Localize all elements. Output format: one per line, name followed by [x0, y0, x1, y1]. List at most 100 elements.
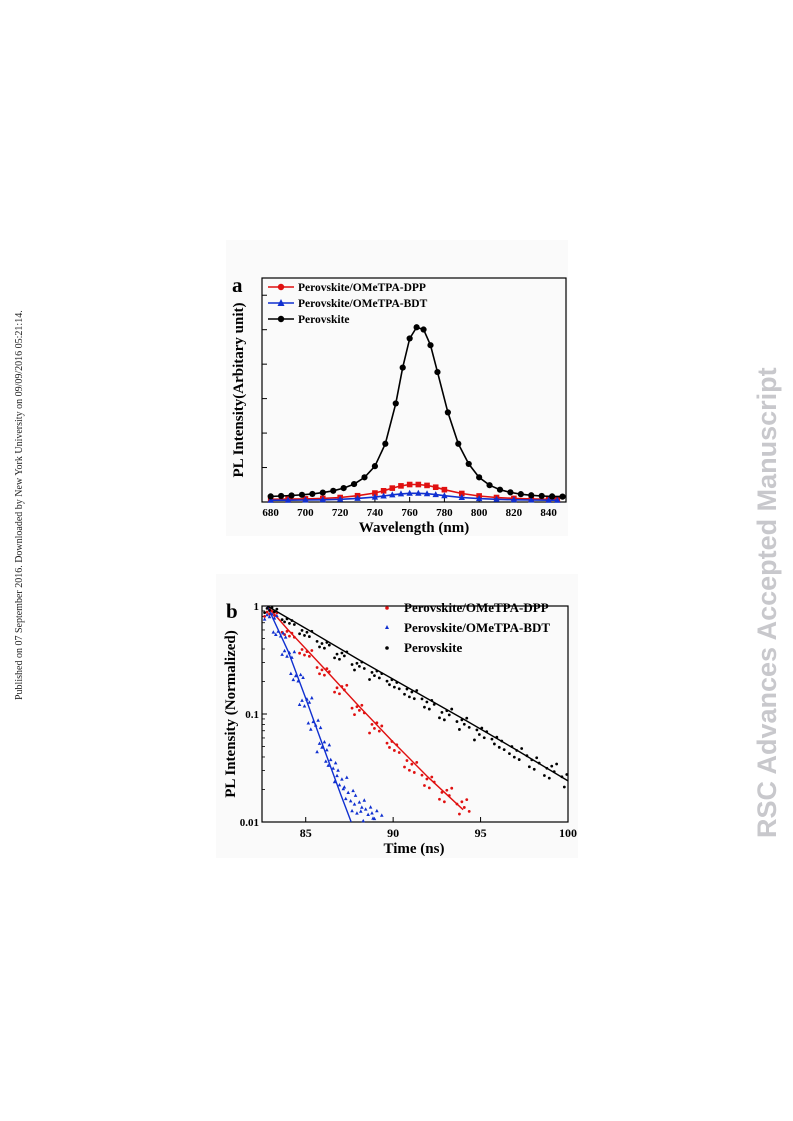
- data-point-perovskite-ometpa-dpp: [403, 765, 406, 769]
- legend-a-perovskite-marker: [277, 315, 285, 323]
- panel-a-x-tick-label: 760: [401, 507, 418, 519]
- panel-a-x-tick-label: 800: [471, 507, 488, 519]
- data-point-perovskite-ometpa-bdt: [325, 748, 329, 752]
- data-point-perovskite-ometpa-dpp: [305, 650, 309, 653]
- data-point-perovskite: [482, 736, 486, 740]
- data-point-perovskite-ometpa-bdt: [267, 614, 272, 619]
- data-point-perovskite: [375, 669, 379, 673]
- data-point-perovskite-ometpa-bdt: [336, 768, 340, 772]
- data-point-perovskite-ometpa-dpp: [298, 651, 301, 655]
- data-point-perovskite: [530, 758, 534, 762]
- data-point-perovskite-ometpa-bdt: [345, 775, 349, 779]
- data-point-perovskite-ometpa-dpp: [432, 780, 436, 784]
- data-point-perovskite: [500, 739, 504, 743]
- panel-a-x-tick-label: 780: [436, 507, 453, 519]
- data-point-perovskite-ometpa-dpp: [442, 800, 446, 804]
- data-point-perovskite-ometpa-bdt: [458, 494, 465, 501]
- data-point-perovskite: [430, 699, 434, 702]
- data-point-perovskite: [502, 748, 506, 752]
- data-point-perovskite-ometpa-bdt: [332, 779, 337, 784]
- data-point-perovskite: [360, 660, 364, 664]
- data-point-perovskite-ometpa-bdt: [340, 777, 344, 781]
- data-point-perovskite-ometpa-bdt: [290, 655, 294, 659]
- data-point-perovskite: [390, 678, 394, 682]
- data-point-perovskite: [345, 650, 349, 654]
- data-point-perovskite: [423, 705, 426, 709]
- data-point-perovskite: [380, 672, 384, 676]
- data-point-perovskite-ometpa-dpp: [355, 705, 359, 709]
- panel-b-y-axis-label: PL Intensity (Normalized): [223, 630, 239, 797]
- data-point-perovskite-ometpa-bdt: [366, 812, 370, 817]
- data-point-perovskite-ometpa-bdt: [319, 496, 326, 503]
- panel-b-x-tick-label: 95: [475, 826, 487, 840]
- data-point-perovskite-ometpa-bdt: [287, 650, 292, 655]
- data-point-perovskite: [440, 710, 444, 714]
- data-point-perovskite-ometpa-dpp: [438, 797, 441, 801]
- data-point-perovskite-ometpa-bdt: [423, 490, 431, 497]
- data-point-perovskite-ometpa-dpp: [445, 788, 449, 792]
- data-point-perovskite-ometpa-dpp: [368, 731, 371, 735]
- panel-a-x-tick-label: 700: [297, 507, 314, 519]
- data-point-perovskite-ometpa-dpp: [270, 609, 274, 613]
- data-point-perovskite: [368, 678, 371, 681]
- data-point-perovskite-ometpa-dpp: [353, 713, 356, 716]
- data-point-perovskite-ometpa-bdt: [331, 766, 335, 770]
- data-point-perovskite-ometpa-bdt: [348, 799, 353, 803]
- data-point-perovskite-ometpa-bdt: [406, 489, 413, 496]
- series-line-perovskite-ometpa-dpp: [270, 483, 558, 501]
- data-point-perovskite: [537, 761, 541, 765]
- data-point-perovskite-ometpa-bdt: [320, 745, 324, 749]
- data-point-perovskite-ometpa-dpp: [420, 773, 424, 777]
- panel-b-x-axis-label: Time (ns): [384, 841, 445, 857]
- data-point-perovskite-ometpa-bdt: [276, 629, 281, 633]
- data-point-perovskite: [319, 489, 326, 496]
- data-point-perovskite: [278, 492, 285, 500]
- data-point-perovskite-ometpa-bdt: [293, 673, 298, 678]
- data-point-perovskite: [552, 770, 556, 774]
- data-point-perovskite-ometpa-bdt: [285, 654, 289, 658]
- data-point-perovskite-ometpa-dpp: [327, 670, 331, 674]
- data-point-perovskite-ometpa-bdt: [368, 805, 373, 809]
- data-point-perovskite-ometpa-bdt: [317, 741, 322, 745]
- data-point-perovskite: [355, 661, 359, 665]
- data-point-perovskite: [310, 629, 314, 633]
- data-point-perovskite: [427, 707, 431, 711]
- legend-b-perovskite-label: Perovskite: [404, 640, 462, 655]
- data-point-perovskite-ometpa-dpp: [467, 809, 471, 813]
- data-point-perovskite: [285, 617, 289, 621]
- data-point-perovskite: [542, 774, 546, 777]
- legend-b-dpp-marker: [385, 606, 389, 610]
- data-point-perovskite-ometpa-bdt: [326, 763, 331, 767]
- panel-b-x-tick-label: 100: [559, 826, 577, 840]
- data-point-perovskite: [395, 681, 399, 684]
- data-point-perovskite: [350, 480, 358, 488]
- panel-a-x-tick-label: 820: [506, 507, 523, 519]
- data-point-perovskite: [303, 634, 306, 637]
- data-point-perovskite: [403, 692, 406, 696]
- data-point-perovskite: [370, 670, 374, 674]
- data-point-perovskite: [392, 400, 399, 407]
- panel-a-y-axis-label: PL Intensity(Arbitary unit): [231, 302, 247, 477]
- data-point-perovskite: [444, 409, 451, 416]
- data-point-perovskite-ometpa-bdt: [415, 489, 422, 496]
- fit-curve-perovskite-ometpa-bdt: [266, 605, 352, 823]
- data-point-perovskite: [420, 326, 427, 333]
- fit-curve-perovskite: [266, 605, 569, 782]
- legend-a-dpp-marker: [277, 283, 285, 291]
- data-point-perovskite: [283, 620, 286, 624]
- data-point-perovskite: [492, 742, 496, 746]
- data-point-perovskite: [320, 642, 324, 645]
- legend-a-bdt-label: Perovskite/OMeTPA-BDT: [298, 298, 428, 310]
- data-point-perovskite-ometpa-dpp: [320, 668, 324, 672]
- data-point-perovskite-ometpa-bdt: [379, 813, 384, 817]
- data-point-perovskite-ometpa-bdt: [291, 677, 296, 682]
- data-point-perovskite-ometpa-dpp: [424, 482, 430, 489]
- data-point-perovskite: [315, 639, 319, 643]
- data-point-perovskite-ometpa-bdt: [362, 798, 367, 802]
- data-point-perovskite-ometpa-dpp: [458, 490, 465, 497]
- data-point-perovskite-ometpa-bdt: [361, 818, 366, 823]
- data-point-perovskite: [535, 756, 539, 760]
- data-point-perovskite-ometpa-dpp: [373, 726, 376, 730]
- data-point-perovskite: [442, 718, 446, 722]
- data-point-perovskite-ometpa-bdt: [270, 612, 274, 616]
